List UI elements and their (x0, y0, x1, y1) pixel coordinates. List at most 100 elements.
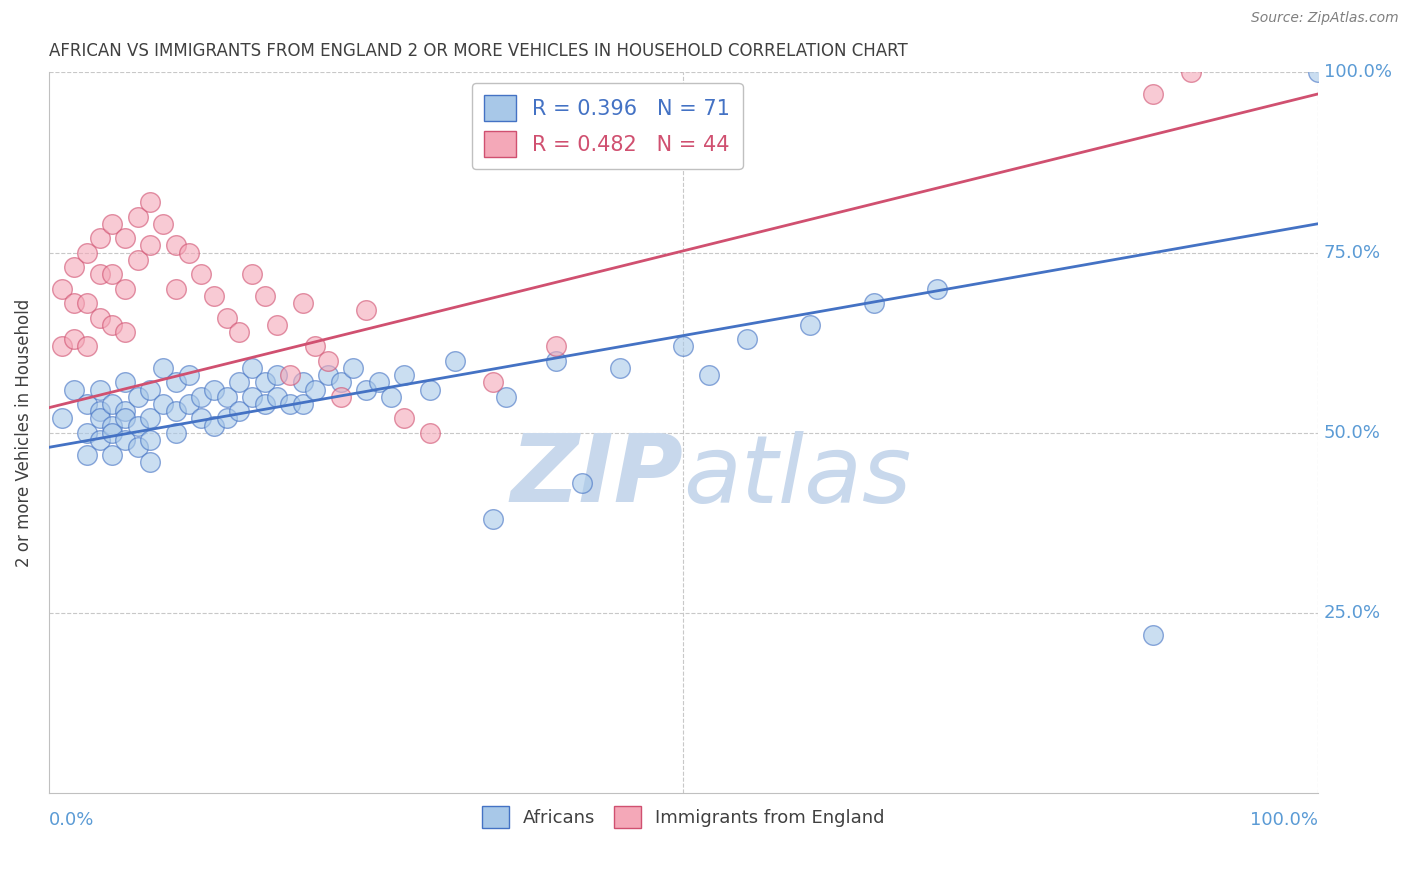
Point (114, 231, 136, 245)
Point (165, 425, 187, 440)
Point (799, 318, 821, 332)
Text: 75.0%: 75.0% (1324, 244, 1381, 261)
Text: 50.0%: 50.0% (1324, 424, 1381, 442)
Point (202, 383, 225, 397)
Point (697, 368, 720, 383)
Point (215, 390, 238, 404)
Point (240, 361, 263, 376)
Point (76, 448, 98, 462)
Point (316, 368, 339, 383)
Point (101, 267, 124, 281)
Point (202, 418, 225, 433)
Point (862, 296, 884, 310)
Point (253, 289, 276, 303)
Point (354, 383, 377, 397)
Point (89, 310, 111, 325)
Point (546, 339, 568, 353)
Point (278, 397, 301, 411)
Point (127, 252, 149, 267)
Point (63, 296, 86, 310)
Point (392, 368, 415, 383)
Point (63, 332, 86, 346)
Point (291, 376, 314, 390)
Point (127, 418, 149, 433)
Point (76, 245, 98, 260)
Point (76, 397, 98, 411)
Point (101, 418, 124, 433)
Point (253, 397, 276, 411)
Point (329, 390, 352, 404)
Point (215, 411, 238, 425)
Point (1306, 65, 1329, 79)
Point (114, 325, 136, 339)
Point (354, 303, 377, 318)
Text: 25.0%: 25.0% (1324, 604, 1381, 622)
Point (735, 332, 758, 346)
Point (101, 217, 124, 231)
Point (114, 404, 136, 418)
Point (51, 411, 73, 425)
Point (228, 325, 250, 339)
Point (278, 368, 301, 383)
Point (177, 397, 200, 411)
Point (51, 339, 73, 353)
Point (127, 210, 149, 224)
Point (114, 433, 136, 447)
Point (329, 376, 352, 390)
Point (101, 425, 124, 440)
Point (482, 376, 505, 390)
Text: 100.0%: 100.0% (1250, 812, 1317, 830)
Point (571, 476, 593, 491)
Point (101, 448, 124, 462)
Point (672, 339, 695, 353)
Text: 0.0%: 0.0% (49, 812, 94, 830)
Point (152, 217, 174, 231)
Point (152, 361, 174, 376)
Point (114, 376, 136, 390)
Point (419, 425, 441, 440)
Point (76, 425, 98, 440)
Point (139, 433, 162, 447)
Point (266, 390, 288, 404)
Point (266, 368, 288, 383)
Point (190, 267, 212, 281)
Point (89, 404, 111, 418)
Text: ZIP: ZIP (510, 430, 683, 522)
Text: Source: ZipAtlas.com: Source: ZipAtlas.com (1251, 11, 1399, 25)
Point (89, 411, 111, 425)
Point (304, 383, 326, 397)
Point (609, 361, 631, 376)
Point (165, 282, 187, 296)
Point (1180, 65, 1202, 79)
Y-axis label: 2 or more Vehicles in Household: 2 or more Vehicles in Household (15, 299, 32, 567)
Point (228, 404, 250, 418)
Text: atlas: atlas (683, 431, 911, 522)
Point (190, 390, 212, 404)
Legend: Africans, Immigrants from England: Africans, Immigrants from England (475, 798, 891, 835)
Point (127, 390, 149, 404)
Point (380, 390, 402, 404)
Point (342, 361, 364, 376)
Point (304, 339, 326, 353)
Point (228, 376, 250, 390)
Point (482, 512, 505, 526)
Point (190, 411, 212, 425)
Point (177, 245, 200, 260)
Point (291, 397, 314, 411)
Point (240, 390, 263, 404)
Point (444, 353, 467, 368)
Point (316, 353, 339, 368)
Point (101, 397, 124, 411)
Point (215, 310, 238, 325)
Point (165, 238, 187, 252)
Point (177, 368, 200, 383)
Point (1142, 87, 1164, 101)
Point (165, 376, 187, 390)
Point (89, 231, 111, 245)
Point (89, 433, 111, 447)
Point (76, 339, 98, 353)
Point (114, 411, 136, 425)
Point (101, 318, 124, 332)
Point (89, 267, 111, 281)
Point (240, 267, 263, 281)
